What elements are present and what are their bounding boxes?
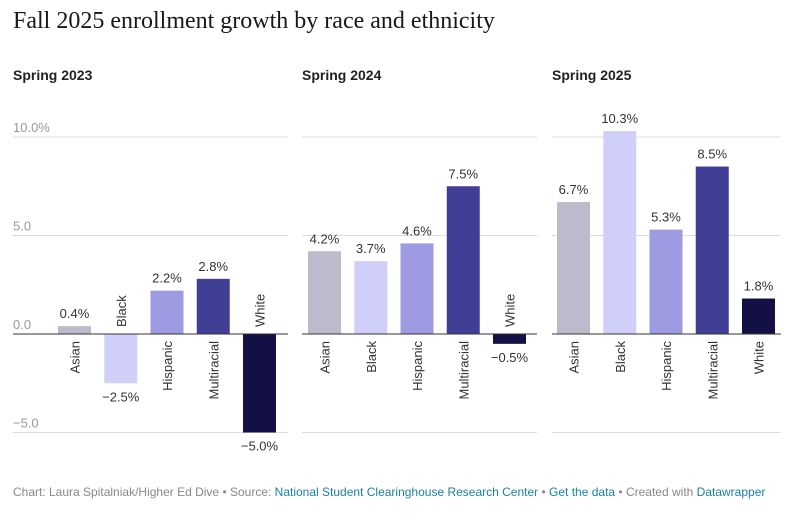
category-label: Multiracial bbox=[456, 341, 471, 400]
panel-title-spring-2024: Spring 2024 bbox=[302, 67, 382, 83]
chart-title: Fall 2025 enrollment growth by race and … bbox=[13, 8, 495, 34]
panel-title-spring-2023: Spring 2023 bbox=[13, 67, 93, 83]
value-label: 3.7% bbox=[356, 241, 386, 256]
panel-title-spring-2025: Spring 2025 bbox=[552, 67, 632, 83]
bar-asian bbox=[58, 326, 91, 334]
category-label: White bbox=[253, 294, 268, 327]
bar-hispanic bbox=[649, 229, 683, 334]
value-label: 2.8% bbox=[198, 259, 228, 274]
category-label: White bbox=[752, 341, 767, 374]
category-label: Hispanic bbox=[659, 341, 674, 391]
bar-asian bbox=[557, 202, 590, 334]
category-label: Black bbox=[613, 341, 628, 373]
bar-multiracial bbox=[196, 278, 230, 334]
bar-white bbox=[243, 334, 276, 433]
bar-hispanic bbox=[400, 243, 434, 334]
category-label: Hispanic bbox=[160, 341, 175, 391]
bar-white bbox=[742, 298, 775, 334]
datawrapper-link[interactable]: Datawrapper bbox=[696, 485, 766, 499]
value-label: 4.2% bbox=[310, 231, 340, 246]
footer-created-with: • Created with bbox=[615, 485, 697, 499]
value-label: 2.2% bbox=[152, 271, 182, 286]
category-label: Black bbox=[364, 341, 379, 373]
footer-separator: • bbox=[538, 485, 550, 499]
get-the-data-link[interactable]: Get the data bbox=[549, 485, 616, 499]
bar-multiracial bbox=[695, 166, 729, 334]
category-label: Asian bbox=[318, 341, 333, 374]
category-label: Multiracial bbox=[705, 341, 720, 400]
y-tick-label: 5.0 bbox=[13, 219, 31, 234]
bar-chart: 10.0% 5.0 0.0 −5.0 0.4% Asian −2.5% Black 2.2% Hi… bbox=[13, 111, 781, 454]
category-label: Multiracial bbox=[206, 341, 221, 400]
value-label: 5.3% bbox=[651, 210, 681, 225]
value-label: 6.7% bbox=[559, 182, 589, 197]
bar-multiracial bbox=[446, 186, 480, 334]
bar-black bbox=[603, 131, 637, 334]
bar-black bbox=[354, 261, 388, 334]
category-label: White bbox=[503, 294, 518, 327]
value-label: −2.5% bbox=[102, 389, 140, 404]
bar-white bbox=[493, 334, 526, 344]
bar-black bbox=[104, 334, 138, 384]
y-tick-label: −5.0 bbox=[13, 416, 39, 431]
chart-footer: Chart: Laura Spitalniak/Higher Ed Dive •… bbox=[13, 484, 788, 500]
y-tick-label: 0.0 bbox=[13, 317, 31, 332]
source-link[interactable]: National Student Clearinghouse Research … bbox=[274, 485, 539, 499]
bar-asian bbox=[308, 251, 341, 334]
value-label: 1.8% bbox=[744, 279, 774, 294]
bar-hispanic bbox=[150, 290, 184, 334]
value-label: 0.4% bbox=[60, 306, 90, 321]
value-label: 8.5% bbox=[697, 147, 727, 162]
category-label: Asian bbox=[567, 341, 582, 374]
category-label: Hispanic bbox=[410, 341, 425, 391]
category-label: Black bbox=[114, 295, 129, 327]
value-label: −0.5% bbox=[491, 350, 529, 365]
footer-credit: Chart: Laura Spitalniak/Higher Ed Dive •… bbox=[13, 485, 275, 499]
category-label: Asian bbox=[68, 341, 83, 374]
value-label: −5.0% bbox=[241, 439, 279, 454]
value-label: 7.5% bbox=[448, 166, 478, 181]
value-label: 4.6% bbox=[402, 223, 432, 238]
y-tick-label: 10.0% bbox=[13, 120, 50, 135]
value-label: 10.3% bbox=[601, 111, 638, 126]
